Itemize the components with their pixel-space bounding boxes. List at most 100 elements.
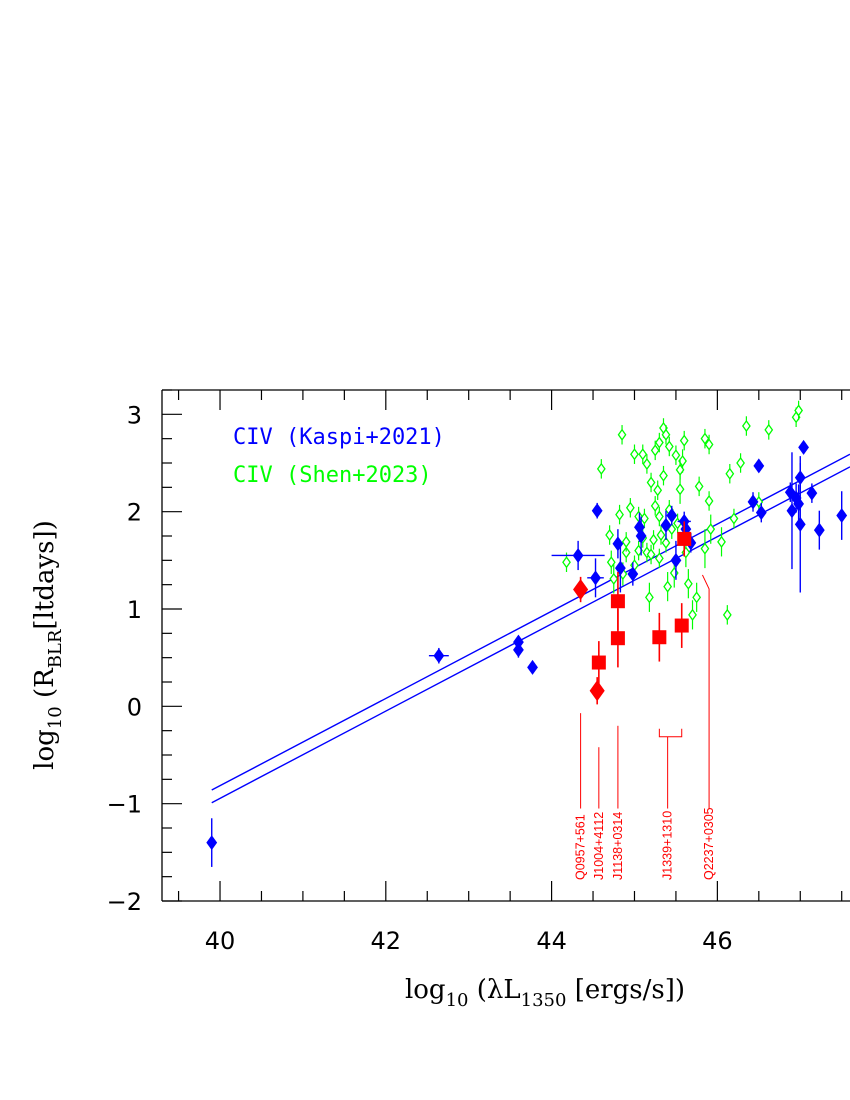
annotation-label: J1339+1310 — [661, 811, 675, 880]
annotation: Q0957+561 — [574, 713, 588, 880]
shen-point — [664, 440, 674, 453]
kaspi-point — [794, 516, 806, 532]
fit-line — [211, 453, 850, 791]
kaspi-point — [747, 494, 759, 510]
shen-point — [654, 510, 664, 523]
legend-shen: CIV (Shen+2023) — [233, 463, 432, 488]
lensed-diamond-point — [573, 579, 589, 601]
shen-point — [704, 494, 714, 508]
x-axis-title-sub2: 1350 — [521, 990, 567, 1011]
shen-point — [606, 556, 616, 569]
kaspi-point — [612, 536, 624, 552]
x-tick-label: 46 — [702, 927, 733, 955]
kaspi-point — [614, 560, 626, 576]
annotation: J1138+0314 — [611, 725, 625, 880]
shen-point — [654, 552, 664, 565]
kaspi-point — [670, 552, 682, 568]
legend-kaspi: CIV (Kaspi+2021) — [233, 425, 445, 450]
shen-point — [661, 428, 671, 441]
shen-point — [675, 483, 685, 496]
lensed-square-point — [610, 631, 625, 646]
annotation: Q2237+0305 — [702, 574, 716, 880]
shen-point — [650, 444, 660, 457]
y-tick-label: 0 — [127, 693, 142, 721]
kaspi-point — [793, 496, 805, 512]
shen-point — [615, 508, 624, 521]
shen-point — [700, 432, 710, 445]
x-axis-title: log10 (λL1350 [ergs/s]) — [405, 975, 685, 1011]
y-axis-title-tail: [ltdays]) — [30, 520, 60, 629]
fit-lines — [211, 453, 850, 804]
y-tick-label: 3 — [127, 401, 142, 429]
shen-point — [679, 434, 689, 447]
shen-point — [700, 542, 710, 555]
lensed-square-point — [652, 630, 667, 645]
x-tick-label: 42 — [371, 927, 402, 955]
kaspi-point — [813, 522, 825, 538]
y-tick-label: 2 — [127, 499, 142, 527]
lensed-diamond-point — [589, 680, 605, 702]
kaspi-point — [572, 547, 584, 563]
shen-point — [653, 484, 663, 497]
shen-point — [692, 591, 702, 604]
kaspi-point — [753, 458, 765, 474]
y-tick-label: 1 — [127, 596, 142, 624]
series-filled-square — [591, 521, 692, 684]
kaspi-point — [433, 648, 445, 664]
kaspi-point — [660, 517, 672, 533]
shen-point — [656, 528, 666, 542]
shen-point — [663, 580, 673, 593]
shen-point — [649, 533, 658, 547]
annotation: J1339+1310 — [658, 728, 683, 880]
kaspi-point — [786, 503, 798, 519]
shen-point — [717, 535, 726, 548]
series-filled-diamond — [206, 439, 848, 867]
annotation-label: J1138+0314 — [611, 812, 625, 880]
shen-point — [671, 449, 681, 462]
annotation-bracket — [658, 728, 683, 738]
series-filled-diamond-large — [573, 576, 605, 705]
object-annotations: Q0957+561 J1004+4112 J1138+0314 J1339+1310 Q… — [574, 574, 716, 880]
x-axis-title-mid: (λL — [468, 975, 520, 1005]
y-tick-label: −1 — [107, 791, 142, 819]
lensed-square-point — [677, 531, 692, 546]
shen-point — [706, 523, 716, 536]
shen-point — [741, 419, 751, 433]
shen-point — [645, 591, 654, 604]
shen-point — [681, 546, 691, 559]
kaspi-point — [806, 485, 818, 501]
shen-point — [621, 535, 631, 548]
shen-point — [617, 428, 627, 441]
y-axis-title-mid: (R — [30, 667, 60, 706]
shen-point — [669, 566, 679, 580]
shen-point — [688, 608, 697, 621]
y-axis-title: log10 (RBLR[ltdays]) — [30, 520, 66, 770]
annotation-label: J1004+4112 — [592, 812, 606, 880]
shen-point — [736, 456, 745, 470]
shen-point — [794, 404, 804, 417]
y-axis-title-base: log — [30, 729, 60, 770]
shen-point — [694, 480, 704, 493]
lensed-square-point — [610, 594, 625, 609]
shen-point — [630, 448, 639, 461]
x-axis-title-sub: 10 — [446, 990, 469, 1011]
kaspi-point — [590, 570, 601, 586]
y-tick-label: −2 — [107, 888, 142, 916]
annotation-label: Q2237+0305 — [702, 807, 716, 880]
shen-point — [678, 454, 687, 468]
x-axis-title-tail: [ergs/s]) — [566, 975, 685, 1005]
kaspi-point — [527, 659, 538, 675]
shen-point — [596, 462, 606, 475]
shen-point — [675, 463, 685, 476]
lensed-square-point — [591, 655, 606, 670]
fit-line — [211, 466, 850, 804]
shen-point — [659, 469, 668, 482]
kaspi-point — [591, 503, 603, 519]
x-tick-label: 40 — [205, 927, 236, 955]
kaspi-point — [798, 439, 809, 455]
kaspi-point — [513, 642, 524, 658]
shen-point — [650, 499, 660, 512]
lensed-square-point — [674, 618, 689, 633]
tick-labels: 40 42 44 46 −2 −1 0 1 2 3 — [107, 401, 733, 955]
